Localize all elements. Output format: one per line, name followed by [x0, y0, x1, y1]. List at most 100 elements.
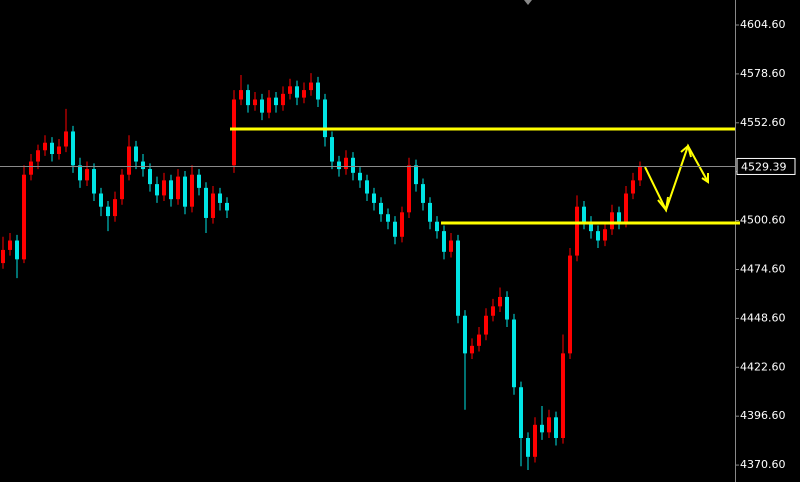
candle-body — [176, 176, 180, 200]
candle-body — [442, 231, 446, 252]
candle-body — [547, 417, 551, 433]
candle-body — [428, 202, 432, 222]
candle-body — [344, 157, 348, 170]
candle-body — [512, 319, 516, 388]
candle-body — [274, 97, 278, 106]
y-tick-label: 4396.60 — [740, 409, 786, 422]
arrow-head — [701, 173, 709, 184]
candle-body — [50, 142, 54, 155]
candle-body — [463, 315, 467, 354]
candle-body — [8, 240, 12, 250]
candle-body — [610, 212, 614, 230]
candle-body — [218, 193, 222, 203]
candle-body — [477, 334, 481, 346]
candle-body — [379, 202, 383, 215]
candle-body — [29, 161, 33, 175]
candle-body — [421, 184, 425, 203]
candle-body — [638, 166, 642, 181]
y-tick-label: 4604.60 — [740, 18, 786, 31]
candle-body — [365, 180, 369, 194]
candle-body — [190, 174, 194, 207]
candle-body — [211, 193, 215, 218]
candle-body — [435, 221, 439, 232]
candle-body — [148, 169, 152, 185]
candle-body — [414, 165, 418, 185]
candle-body — [540, 424, 544, 433]
candle-body — [533, 424, 537, 457]
candle-body — [617, 212, 621, 222]
candle-body — [141, 161, 145, 170]
candle-body — [407, 165, 411, 213]
y-tick-label: 4422.60 — [740, 360, 786, 373]
arrow-head — [680, 144, 692, 158]
zigzag — [644, 143, 709, 213]
candle-body — [225, 202, 229, 211]
y-tick-label: 4500.60 — [740, 214, 786, 227]
candle-body — [15, 240, 19, 260]
candle-body — [155, 184, 159, 196]
candle-body — [582, 206, 586, 222]
candle-body — [498, 296, 502, 307]
candle-body — [120, 174, 124, 200]
candle-body — [526, 437, 530, 457]
candle-body — [393, 221, 397, 237]
y-tick-label: 4552.60 — [740, 116, 786, 129]
candle-body — [309, 82, 313, 91]
y-tick-label: 4448.60 — [740, 311, 786, 324]
candle-body — [519, 387, 523, 438]
price-label-box — [736, 157, 796, 175]
candle-body — [99, 193, 103, 207]
candle-body — [162, 180, 166, 196]
candle-body — [239, 90, 243, 100]
candle-body — [71, 131, 75, 166]
candle-body — [470, 345, 474, 354]
candle-body — [113, 199, 117, 217]
candle-body — [246, 90, 250, 106]
candle-body — [22, 174, 26, 260]
forecast-arrows — [644, 143, 709, 213]
candle-body — [603, 229, 607, 241]
candle-body — [134, 146, 138, 162]
candle-body — [127, 146, 131, 175]
candle-body — [575, 206, 579, 256]
candle-body — [1, 249, 5, 264]
candle-body — [400, 212, 404, 237]
candle-body — [260, 99, 264, 113]
candle-body — [204, 187, 208, 218]
candle-body — [57, 146, 61, 155]
candle-body — [183, 176, 187, 207]
candle-body — [323, 99, 327, 138]
candle-body — [337, 161, 341, 170]
candle-body — [43, 142, 47, 151]
candle-body — [106, 206, 110, 217]
candle-body — [330, 137, 334, 162]
candle-body — [554, 417, 558, 438]
candle-body — [302, 90, 306, 98]
candle-body — [631, 180, 635, 194]
candle-body — [568, 255, 572, 354]
candle-body — [386, 214, 390, 222]
candle-body — [449, 240, 453, 252]
plot-area — [1, 73, 642, 470]
y-tick-label: 4578.60 — [740, 67, 786, 80]
candle-body — [372, 193, 376, 203]
candle-body — [624, 193, 628, 222]
candle-body — [281, 93, 285, 106]
candle-body — [36, 150, 40, 162]
candle-body — [232, 99, 236, 166]
candle-body — [589, 221, 593, 232]
candle-body — [316, 82, 320, 100]
candle-body — [253, 99, 257, 106]
current-price-label: 4529.39 — [741, 160, 787, 173]
candle-body — [358, 172, 362, 181]
candle-body — [169, 180, 173, 200]
candle-body — [64, 131, 68, 147]
y-tick-label: 4370.60 — [740, 458, 786, 471]
candle-body — [456, 240, 460, 316]
candle-body — [288, 86, 292, 94]
y-tick-label: 4474.60 — [740, 262, 786, 275]
candle-body — [267, 97, 271, 113]
candle-body — [484, 315, 488, 335]
candle-body — [491, 306, 495, 316]
